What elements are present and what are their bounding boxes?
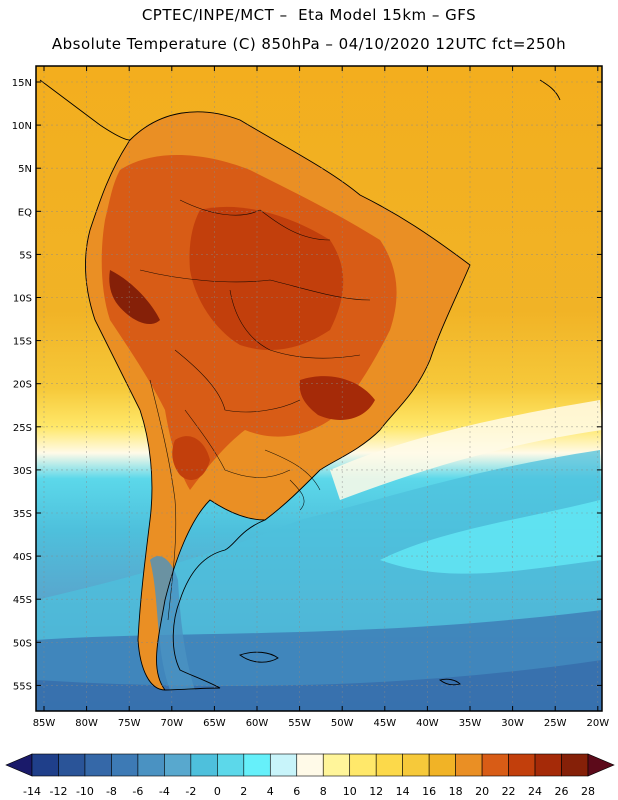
colorbar-cell [137,753,165,777]
chart-title-line-2: Absolute Temperature (C) 850hPa – 04/10/… [51,35,567,53]
colorbar-cell [296,753,324,777]
lat-label: 5N [18,164,32,175]
colorbar-cell [164,753,192,777]
lat-label: 35S [13,509,32,520]
lat-label: 15S [13,337,32,348]
lon-label: 70W [160,718,183,729]
longitude-labels: 85W 80W 75W 70W 65W 60W 55W 50W 45W 40W 35W 30W 25W 2… [33,718,610,729]
colorbar-cell [84,753,112,777]
colorbar-cell [190,753,218,777]
latitude-labels: 15N 10N 5N EQ 5S 10S 15S 20S 25S 30S 35S 40S 45S 50S 5… [12,78,32,692]
temperature-map: 15N 10N 5N EQ 5S 10S 15S 20S 25S 30S 35S 40S 45S 50S 5… [12,65,610,729]
colorbar-cell [428,753,456,777]
coastline [39,79,561,691]
colorbar-tick-label: 2 [240,785,247,798]
colorbar-tick-label: -4 [159,785,170,798]
colorbar-cell [217,753,245,777]
lon-label: 45W [373,718,396,729]
colorbar-low-extend [5,753,33,777]
colorbar-tick-label: 8 [320,785,327,798]
colorbar-tick-label: 12 [369,785,383,798]
colorbar-tick-label: -14 [23,785,41,798]
lat-label: 50S [13,638,32,649]
colorbar-high-extend [587,753,615,777]
lon-label: 25W [544,718,567,729]
lon-label: 40W [416,718,439,729]
colorbar-tick-label: 18 [449,785,463,798]
grid [36,66,602,711]
lon-label: 85W [33,718,56,729]
lat-label: 30S [13,466,32,477]
colorbar-tick-label: 14 [396,785,410,798]
colorbar-cell [349,753,377,777]
colorbar-tick-label: -2 [185,785,196,798]
lat-label: 25S [13,423,32,434]
plot-frame [35,65,603,712]
colorbar-cell [322,753,351,777]
lat-label: 10S [13,294,32,305]
temperature-field [36,66,602,711]
colorbar-cell [508,753,536,777]
colorbar-cell [402,753,430,777]
colorbar: -14 -12 -10 -8 -6 -4 -2 0 2 4 6 8 10 12 14 16 18 20 22 24 26… [5,753,615,798]
colorbar-cell [243,753,271,777]
lat-label: EQ [18,207,32,218]
lon-label: 60W [246,718,269,729]
colorbar-tick-label: 6 [293,785,300,798]
colorbar-tick-label: 24 [528,785,542,798]
lon-label: 65W [203,718,226,729]
colorbar-tick-label: -10 [76,785,94,798]
colorbar-cell [111,753,139,777]
lat-label: 55S [13,681,32,692]
colorbar-tick-label: 20 [475,785,489,798]
lon-label: 50W [331,718,354,729]
lat-label: 15N [12,78,32,89]
lon-label: 35W [459,718,482,729]
colorbar-tick-label: 4 [267,785,274,798]
colorbar-tick-label: 10 [343,785,357,798]
colorbar-tick-label: 0 [214,785,221,798]
colorbar-cells [5,753,615,777]
colorbar-tick-label: -8 [106,785,117,798]
lon-label: 55W [288,718,311,729]
colorbar-tick-label: -12 [49,785,67,798]
lon-label: 30W [501,718,524,729]
colorbar-tick-labels: -14 -12 -10 -8 -6 -4 -2 0 2 4 6 8 10 12 14 16 18 20 22 24 26… [23,785,595,798]
colorbar-tick-label: 26 [555,785,569,798]
lat-label: 40S [13,552,32,563]
colorbar-tick-label: 28 [581,785,595,798]
lon-label: 75W [118,718,141,729]
chart-title-line-1: CPTEC/INPE/MCT – Eta Model 15km – GFS [141,6,477,24]
lat-label: 45S [13,595,32,606]
lat-label: 5S [19,250,32,261]
colorbar-cell [31,753,59,777]
colorbar-cell [58,753,86,777]
colorbar-tick-label: 16 [422,785,436,798]
colorbar-tick-label: -6 [132,785,143,798]
lat-label: 20S [13,380,32,391]
colorbar-cell [534,753,562,777]
colorbar-cell [455,753,483,777]
axis-ticks [36,66,602,711]
colorbar-cell [481,753,509,777]
colorbar-cell [561,753,589,777]
lat-label: 10N [12,121,32,132]
lon-label: 80W [75,718,98,729]
colorbar-tick-label: 22 [502,785,516,798]
lon-label: 20W [586,718,609,729]
colorbar-cell [269,753,298,777]
colorbar-cell [375,753,403,777]
